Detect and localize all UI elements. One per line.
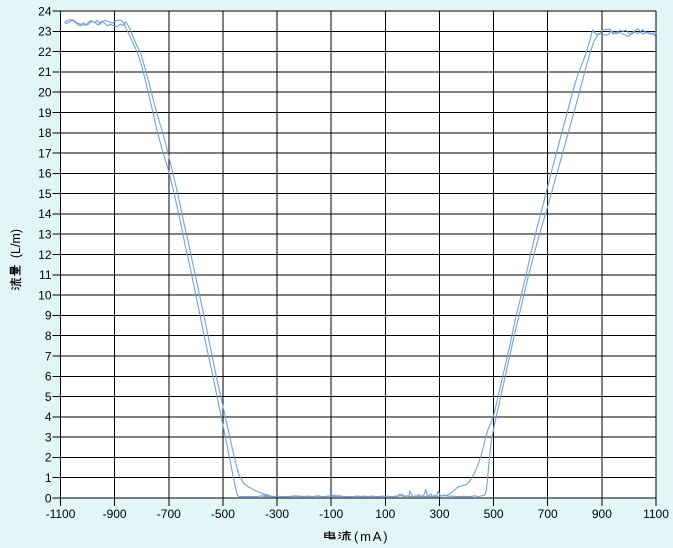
svg-text:7: 7 (45, 349, 52, 363)
svg-text:6: 6 (45, 370, 52, 384)
svg-text:-700: -700 (157, 507, 181, 521)
svg-text:300: 300 (429, 507, 449, 521)
svg-text:1: 1 (45, 471, 52, 485)
svg-text:-100: -100 (319, 507, 343, 521)
svg-text:5: 5 (45, 390, 52, 404)
svg-text:17: 17 (38, 146, 52, 160)
svg-text:3: 3 (45, 430, 52, 444)
svg-text:23: 23 (38, 25, 52, 39)
svg-text:2: 2 (45, 451, 52, 465)
svg-text:(L/m): (L/m) (9, 229, 23, 258)
svg-text:21: 21 (38, 65, 52, 79)
svg-text:0: 0 (45, 491, 52, 505)
svg-text:13: 13 (38, 228, 52, 242)
svg-text:15: 15 (38, 187, 52, 201)
svg-text:-500: -500 (211, 507, 235, 521)
svg-text:9: 9 (45, 309, 52, 323)
svg-text:19: 19 (38, 106, 52, 120)
svg-text:1100: 1100 (643, 507, 669, 521)
svg-text:14: 14 (38, 207, 52, 221)
svg-text:-300: -300 (265, 507, 289, 521)
svg-text:22: 22 (38, 45, 52, 59)
svg-text:(mA): (mA) (354, 529, 389, 544)
svg-text:11: 11 (39, 268, 52, 282)
svg-text:100: 100 (375, 507, 395, 521)
svg-text:20: 20 (38, 86, 52, 100)
svg-text:24: 24 (38, 4, 52, 18)
svg-text:8: 8 (45, 329, 52, 343)
svg-text:700: 700 (538, 507, 558, 521)
svg-text:-900: -900 (103, 507, 127, 521)
svg-text:500: 500 (484, 507, 504, 521)
svg-text:-1100: -1100 (46, 507, 76, 521)
svg-text:900: 900 (592, 507, 612, 521)
svg-text:16: 16 (38, 167, 52, 181)
svg-text:10: 10 (38, 288, 52, 302)
svg-text:12: 12 (38, 248, 52, 262)
svg-text:18: 18 (38, 126, 52, 140)
svg-text:4: 4 (45, 410, 52, 424)
